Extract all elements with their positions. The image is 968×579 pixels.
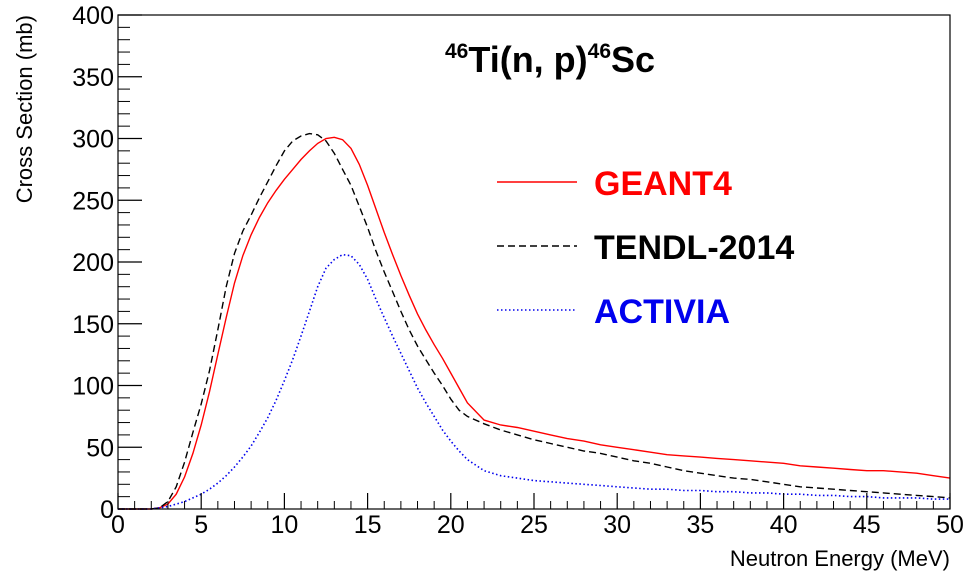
x-tick-label: 35 [686, 511, 714, 539]
x-tick-label: 50 [936, 511, 964, 539]
title-part-1: Ti(n, p) [468, 39, 587, 80]
y-tick-label: 0 [100, 496, 114, 524]
series-layer [118, 132, 951, 510]
series-line-activia [118, 253, 950, 510]
title-superscript-1: 46 [445, 40, 468, 63]
y-axis-title: Cross Section (mb) [12, 15, 37, 203]
x-tick-label: 30 [603, 511, 631, 539]
plot-frame [117, 14, 951, 510]
series-line-tendl-2014 [118, 132, 951, 510]
series-line-geant4 [118, 136, 951, 510]
x-tick-label: 45 [853, 511, 881, 539]
legend-label: ACTIVIA [594, 293, 730, 331]
x-axis-title: Neutron Energy (MeV) [730, 546, 950, 571]
x-tick-label: 10 [270, 511, 298, 539]
y-tick-label: 300 [72, 126, 114, 154]
x-tick-label: 15 [354, 511, 382, 539]
y-tick-label: 400 [72, 2, 114, 30]
axes-layer: 0 5 10 15 20 25 30 35 40 45 50 0 50 100 150 200 250 300 35… [72, 2, 964, 539]
x-tick-label: 5 [194, 511, 208, 539]
legend-label: GEANT4 [594, 165, 732, 203]
x-tick-label: 20 [437, 511, 465, 539]
y-tick-label: 100 [72, 373, 114, 401]
x-tick-label: 25 [520, 511, 548, 539]
y-tick-label: 150 [72, 311, 114, 339]
y-tick-label: 350 [72, 64, 114, 92]
legend: GEANT4 TENDL-2014 ACTIVIA [497, 165, 794, 331]
chart-title: 46Ti(n, p)46Sc [445, 39, 655, 80]
title-part-2: Sc [611, 39, 655, 80]
y-tick-label: 50 [86, 434, 114, 462]
legend-label: TENDL-2014 [594, 229, 794, 267]
x-tick-label: 0 [111, 511, 125, 539]
y-tick-label: 200 [72, 249, 114, 277]
x-tick-label: 40 [770, 511, 798, 539]
title-superscript-2: 46 [588, 40, 611, 63]
y-tick-label: 250 [72, 187, 114, 215]
